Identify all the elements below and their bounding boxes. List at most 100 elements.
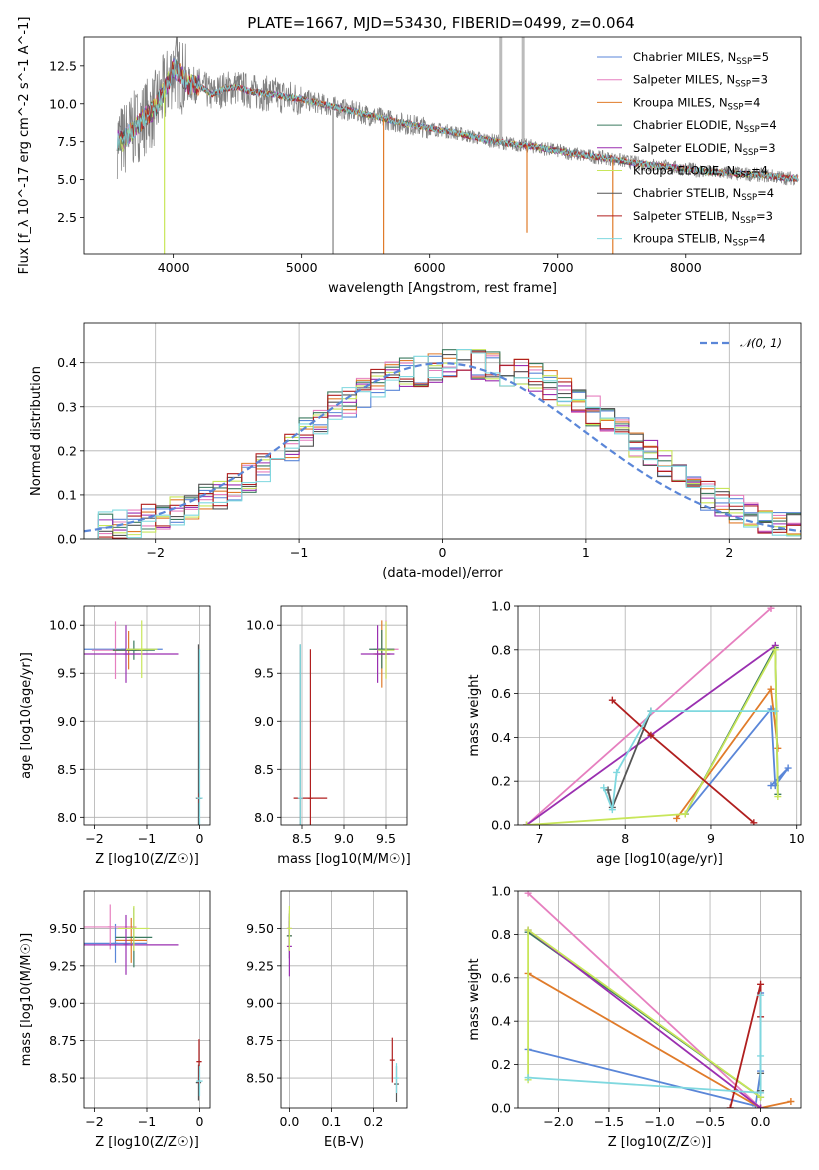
- legend-entry: Chabrier ELODIE, NSSP=4: [633, 118, 777, 135]
- plus-marker: [774, 793, 782, 801]
- y-tick-label: 9.00: [49, 996, 77, 1011]
- plus-marker: [784, 764, 792, 772]
- model-spectrum-line: [116, 59, 799, 183]
- y-tick-label: 0.1: [57, 487, 77, 502]
- y-tick-label: 0.2: [491, 774, 511, 789]
- plus-marker: [757, 991, 765, 999]
- y-axis-label: Flux [f_λ 10^-17 erg cm^-2 s^-1 A^-1]: [17, 17, 32, 275]
- y-tick-label: 0.2: [491, 1057, 511, 1072]
- y-tick-label: 8.75: [49, 1033, 77, 1048]
- panel-spectrum: 4000 5000 6000 7000 8000 2.5 5.0 7.5 10.0 12.5 wav…: [17, 17, 802, 296]
- x-tick-label: 0: [196, 1114, 204, 1129]
- x-tick-label: 0.1: [321, 1114, 341, 1129]
- plus-marker: [673, 814, 681, 822]
- plot-area-age-vs-mass: [293, 620, 399, 825]
- mass-weight-line: [527, 972, 792, 1108]
- x-tick-label: 8: [621, 831, 629, 846]
- y-axis-label: age [log10(age/yr)]: [19, 652, 34, 779]
- panel-residuals: −2 −1 0 1 2 0.0 0.1 0.2 0.3 0.4 (data-model)/error…: [29, 322, 802, 581]
- legend-entry: Kroupa ELODIE, NSSP=4: [633, 164, 768, 181]
- y-tick-label: 8.0: [254, 810, 274, 825]
- mass-weight-line: [528, 995, 762, 1094]
- histogram-step-line: [84, 348, 801, 539]
- plus-marker: [767, 685, 775, 693]
- x-tick-label: 0.0: [751, 1114, 771, 1129]
- panel-weight-vs-age: 7 8 9 10 0.0 0.2 0.4 0.6 0.8 1.0 age [log10(age/yr…: [467, 599, 805, 868]
- y-tick-label: 9.25: [49, 958, 77, 973]
- y-axis-label: mass [log10(M/M☉)]: [19, 933, 34, 1066]
- y-tick-label: 8.75: [246, 1033, 274, 1048]
- axes-frame: [280, 890, 408, 1109]
- figure-title: PLATE=1667, MJD=53430, FIBERID=0499, z=0…: [247, 14, 634, 32]
- y-tick-label: 10.0: [49, 618, 77, 633]
- mass-weight-line: [527, 928, 762, 1098]
- plus-marker: [608, 806, 616, 814]
- plus-marker: [771, 646, 779, 654]
- x-axis-label: age [log10(age/yr)]: [596, 852, 723, 867]
- plot-area-age-vs-Z: [84, 620, 203, 825]
- y-tick-label: 0.8: [491, 927, 511, 942]
- x-tick-label: −1: [290, 545, 308, 560]
- plus-marker: [523, 821, 531, 825]
- x-tick-label: 0.2: [363, 1114, 383, 1129]
- x-axis-label: Z [log10(Z/Z☉)]: [95, 852, 199, 867]
- plot-area-mass-vs-Z: [84, 904, 203, 1101]
- y-tick-label: 9.0: [254, 714, 274, 729]
- y-tick-label: 1.0: [491, 884, 511, 899]
- chart-layer: 4000 5000 6000 7000 80002.55.07.510.012.5wav…: [17, 17, 805, 1150]
- plus-marker: [757, 1104, 765, 1108]
- legend-entry: Salpeter ELODIE, NSSP=3: [633, 141, 776, 158]
- legend-entry: Chabrier MILES, NSSP=5: [633, 50, 769, 67]
- plus-marker: [787, 1097, 795, 1105]
- y-axis-label: Normed distribution: [29, 366, 44, 496]
- plus-marker: [647, 707, 655, 715]
- plus-marker: [647, 731, 655, 739]
- y-tick-label: 0.2: [57, 443, 77, 458]
- x-tick-label: −1: [138, 1114, 156, 1129]
- x-axis-label: wavelength [Angstrom, rest frame]: [328, 281, 557, 296]
- legend: Chabrier MILES, NSSP=5 Salpeter MILES, NS…: [597, 50, 777, 249]
- panel-age-vs-Z: −2 −1 0 8.0 8.5 9.0 9.5 10.0 Z [log10(Z/Z☉)] age …: [19, 605, 211, 867]
- plot-area-weight-vs-Z: [524, 891, 795, 1108]
- plus-marker: [681, 810, 689, 818]
- y-tick-label: 8.50: [49, 1071, 77, 1086]
- plus-marker: [726, 1104, 734, 1108]
- plus-marker: [524, 1074, 532, 1082]
- axes-frame: [83, 36, 802, 255]
- x-tick-label: −1.5: [594, 1114, 624, 1129]
- mass-weight-line: [684, 706, 789, 815]
- axes-frame: [517, 605, 802, 826]
- x-tick-label: 7000: [542, 260, 574, 275]
- x-axis-label: (data-model)/error: [382, 566, 503, 581]
- plot-area-spectrum: [116, 37, 799, 254]
- y-tick-label: 8.0: [57, 810, 77, 825]
- y-tick-label: 12.5: [49, 58, 77, 73]
- y-tick-label: 9.5: [254, 666, 274, 681]
- legend-entry: Chabrier STELIB, NSSP=4: [633, 186, 774, 203]
- legend-entry: 𝒩(0, 1): [740, 336, 782, 350]
- y-tick-label: 10.0: [246, 618, 274, 633]
- mass-weight-line: [527, 992, 762, 1107]
- plus-marker: [524, 891, 532, 897]
- legend-entry: Kroupa STELIB, NSSP=4: [633, 232, 765, 249]
- panel-mass-vs-Z: −2 −1 0 8.50 8.75 9.00 9.25 9.50 Z [log10(Z/Z☉)]…: [19, 890, 211, 1150]
- mass-weight-line: [527, 892, 762, 1108]
- y-tick-label: 9.00: [246, 996, 274, 1011]
- x-tick-label: 1: [582, 545, 590, 560]
- y-tick-label: 7.5: [57, 134, 77, 149]
- y-tick-label: 9.25: [246, 958, 274, 973]
- legend: 𝒩(0, 1): [700, 336, 782, 350]
- x-tick-label: 9.5: [376, 831, 396, 846]
- y-tick-label: 0.0: [491, 1101, 511, 1116]
- mass-weight-line: [729, 984, 762, 1108]
- y-tick-label: 9.50: [49, 921, 77, 936]
- x-tick-label: −2: [85, 1114, 103, 1129]
- y-axis-label: mass weight: [467, 674, 482, 756]
- y-tick-label: 0.6: [491, 686, 511, 701]
- x-tick-label: −0.5: [695, 1114, 725, 1129]
- x-tick-label: 5000: [286, 260, 318, 275]
- x-tick-label: 8000: [670, 260, 702, 275]
- y-tick-label: 0.0: [57, 532, 77, 547]
- x-axis-label: mass [log10(M/M☉)]: [277, 852, 410, 867]
- y-tick-label: 8.5: [57, 762, 77, 777]
